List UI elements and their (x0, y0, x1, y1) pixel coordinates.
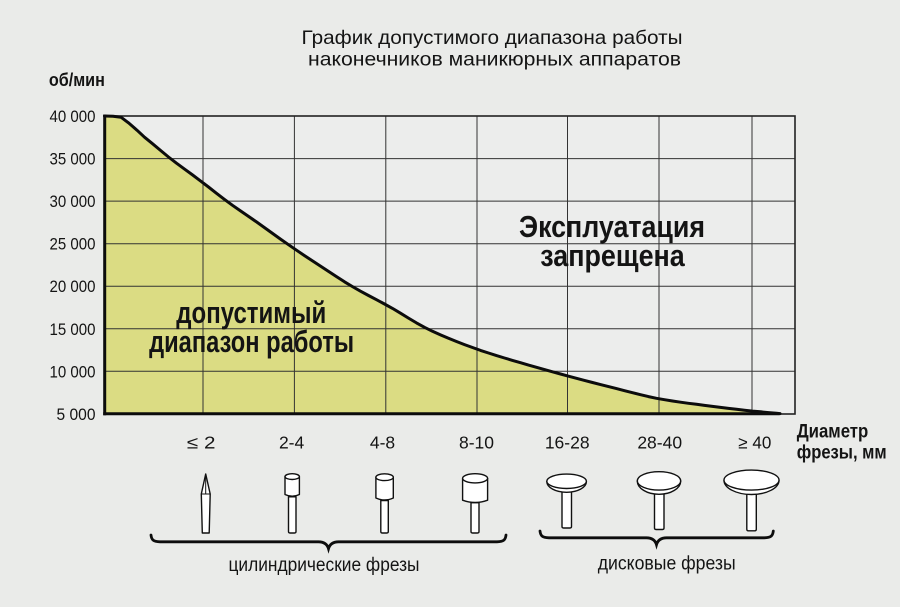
svg-text:10 000: 10 000 (50, 362, 96, 381)
svg-text:2-4: 2-4 (279, 433, 305, 453)
svg-text:График допустимого диапазона р: График допустимого диапазона работы (302, 27, 683, 49)
svg-text:цилиндрические фрезы: цилиндрические фрезы (229, 555, 420, 576)
svg-text:диапазон работы: диапазон работы (149, 324, 354, 359)
svg-text:28-40: 28-40 (637, 433, 682, 453)
svg-text:дисковые фрезы: дисковые фрезы (598, 554, 736, 575)
svg-text:4-8: 4-8 (370, 433, 395, 453)
svg-text:40 000: 40 000 (50, 107, 96, 126)
svg-text:5 000: 5 000 (57, 405, 96, 424)
svg-text:Эксплуатация: Эксплуатация (519, 209, 705, 244)
svg-text:8-10: 8-10 (459, 433, 494, 453)
svg-text:Диаметр: Диаметр (797, 422, 869, 443)
svg-text:фрезы, мм: фрезы, мм (797, 442, 887, 463)
svg-text:≥ 40: ≥ 40 (738, 433, 771, 453)
svg-text:запрещена: запрещена (540, 238, 685, 273)
svg-text:25 000: 25 000 (50, 235, 96, 254)
svg-text:15 000: 15 000 (50, 320, 96, 339)
svg-text:30 000: 30 000 (50, 192, 96, 211)
svg-text:допустимый: допустимый (176, 295, 326, 330)
svg-text:16-28: 16-28 (545, 433, 590, 453)
svg-text:20 000: 20 000 (50, 277, 96, 296)
svg-text:≤ 2: ≤ 2 (187, 433, 216, 453)
svg-text:наконечников маникюрных аппара: наконечников маникюрных аппаратов (308, 49, 681, 71)
svg-text:об/мин: об/мин (49, 70, 105, 90)
svg-text:35 000: 35 000 (50, 150, 96, 169)
